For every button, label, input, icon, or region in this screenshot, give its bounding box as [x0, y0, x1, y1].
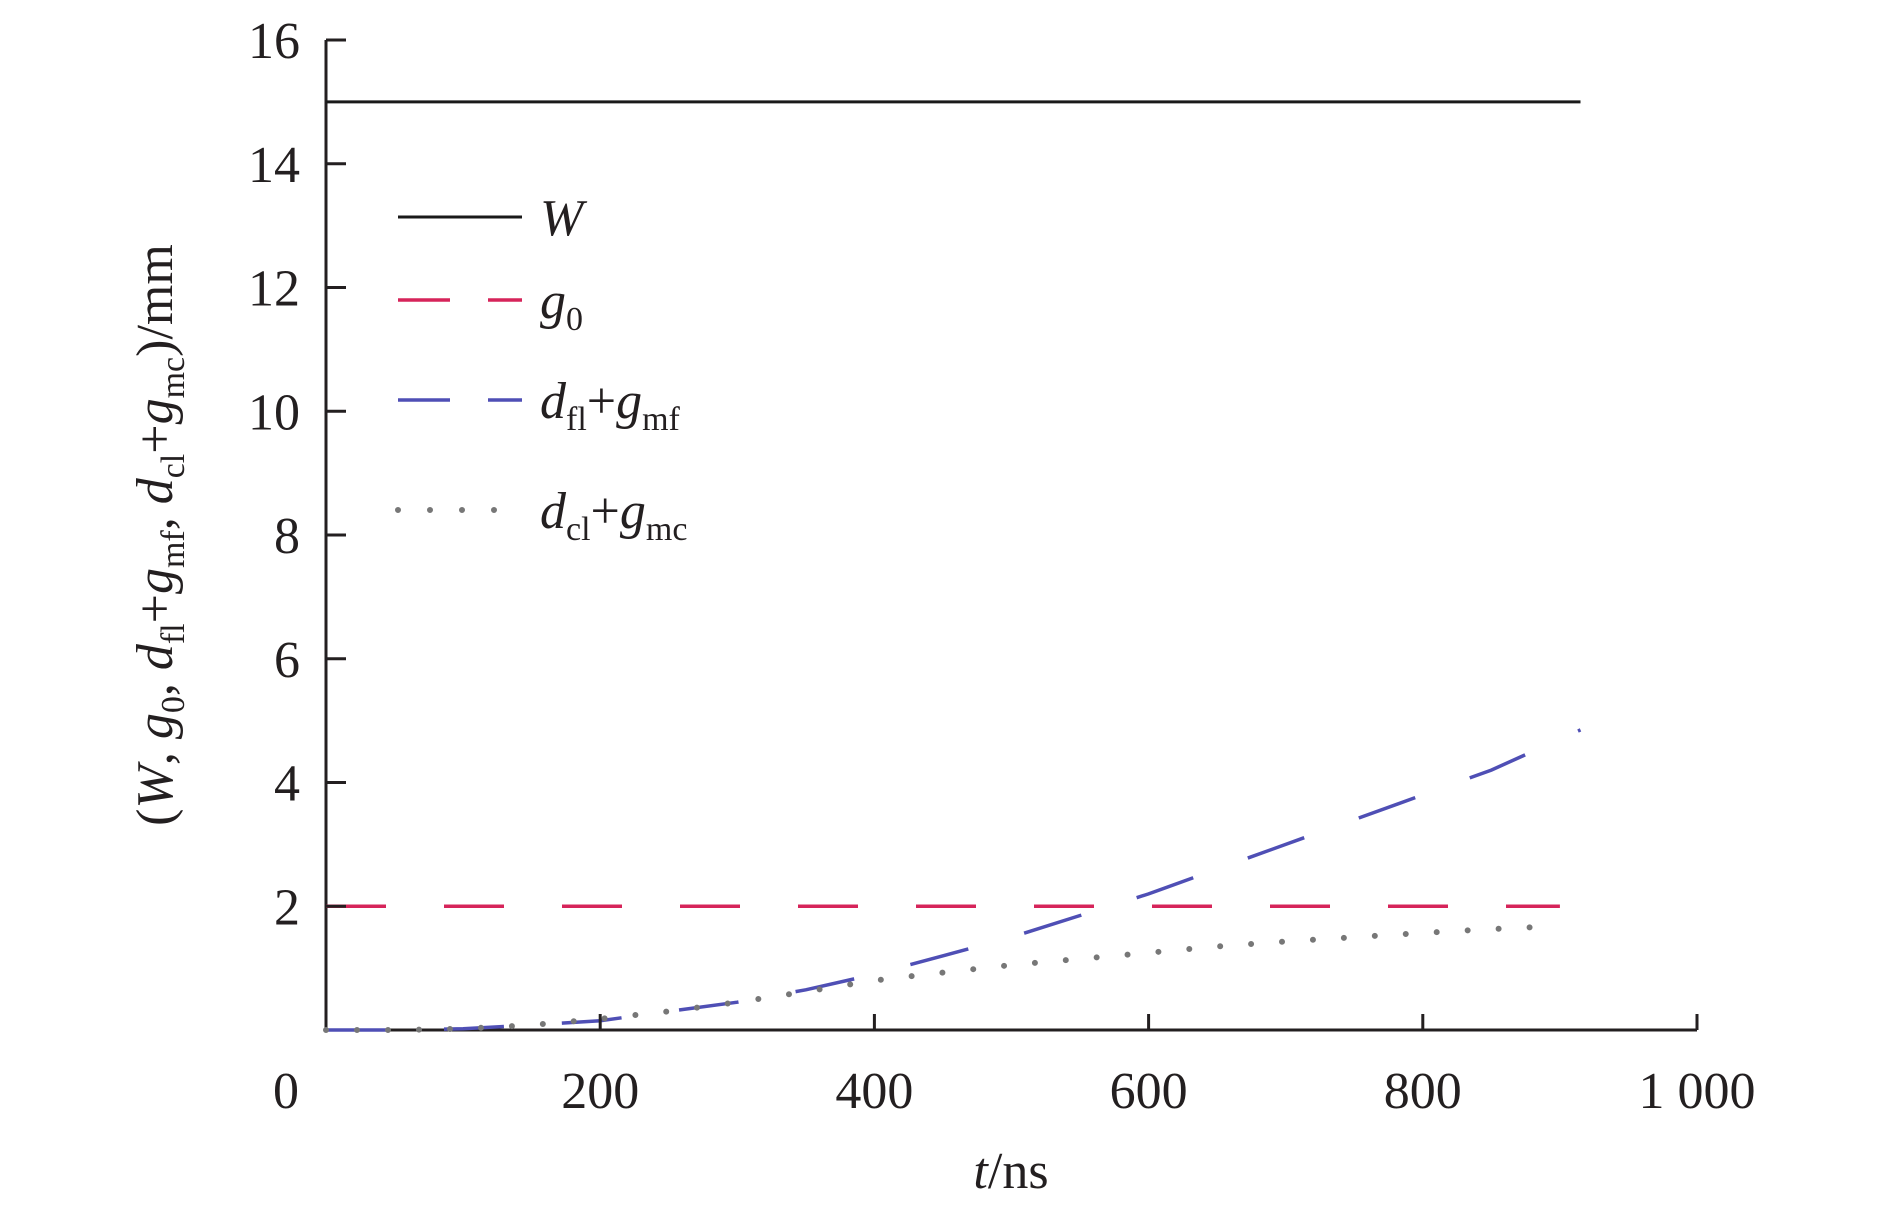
- y-axis-title: (W, g0​, dfl​+gmf​, dcl​+gmc​)/mm: [127, 244, 192, 826]
- legend-label-3: dcl​+gmc​: [540, 483, 687, 548]
- legend: Wg0​ dfl​+gmf​ dcl​+gmc​: [395, 190, 687, 548]
- legend-label-0: W: [540, 190, 588, 247]
- series-line-3: [323, 923, 1563, 1033]
- x-tick-label: 800: [1384, 1063, 1462, 1120]
- x-tick-label: 400: [835, 1063, 913, 1120]
- y-tick-label: 10: [248, 384, 300, 441]
- x-tick-label: 600: [1110, 1063, 1188, 1120]
- y-tick-label: 14: [248, 137, 300, 194]
- x-axis-title: t/ns: [973, 1143, 1048, 1200]
- y-axis-title-group: (W, g0​, dfl​+gmf​, dcl​+gmc​)/mm: [127, 244, 192, 826]
- series-layer: [323, 100, 1582, 1033]
- x-tick-label: 1 000: [1639, 1063, 1756, 1120]
- legend-label-2: dfl​+gmf​: [540, 373, 681, 438]
- y-tick-label: 2: [274, 879, 300, 936]
- y-tick-label: 16: [248, 13, 300, 70]
- y-tick-label: 4: [274, 756, 300, 813]
- y-tick-label: 12: [248, 261, 300, 318]
- x-tick-label: 200: [561, 1063, 639, 1120]
- y-tick-label: 6: [274, 632, 300, 689]
- x-tick-label: 0: [273, 1063, 299, 1120]
- y-tick-label: 8: [274, 508, 300, 565]
- axis-titles: t/ns (W, g0​, dfl​+gmf​, dcl​+gmc​)/mm: [127, 244, 1049, 1200]
- ticks-layer: 0 200 400 600 800 1 000 2 4 6 8 10 12 14 16: [248, 13, 1756, 1120]
- axes: [324, 40, 1697, 1032]
- legend-label-1: g0​: [540, 273, 583, 338]
- series-line-2: [326, 728, 1582, 1032]
